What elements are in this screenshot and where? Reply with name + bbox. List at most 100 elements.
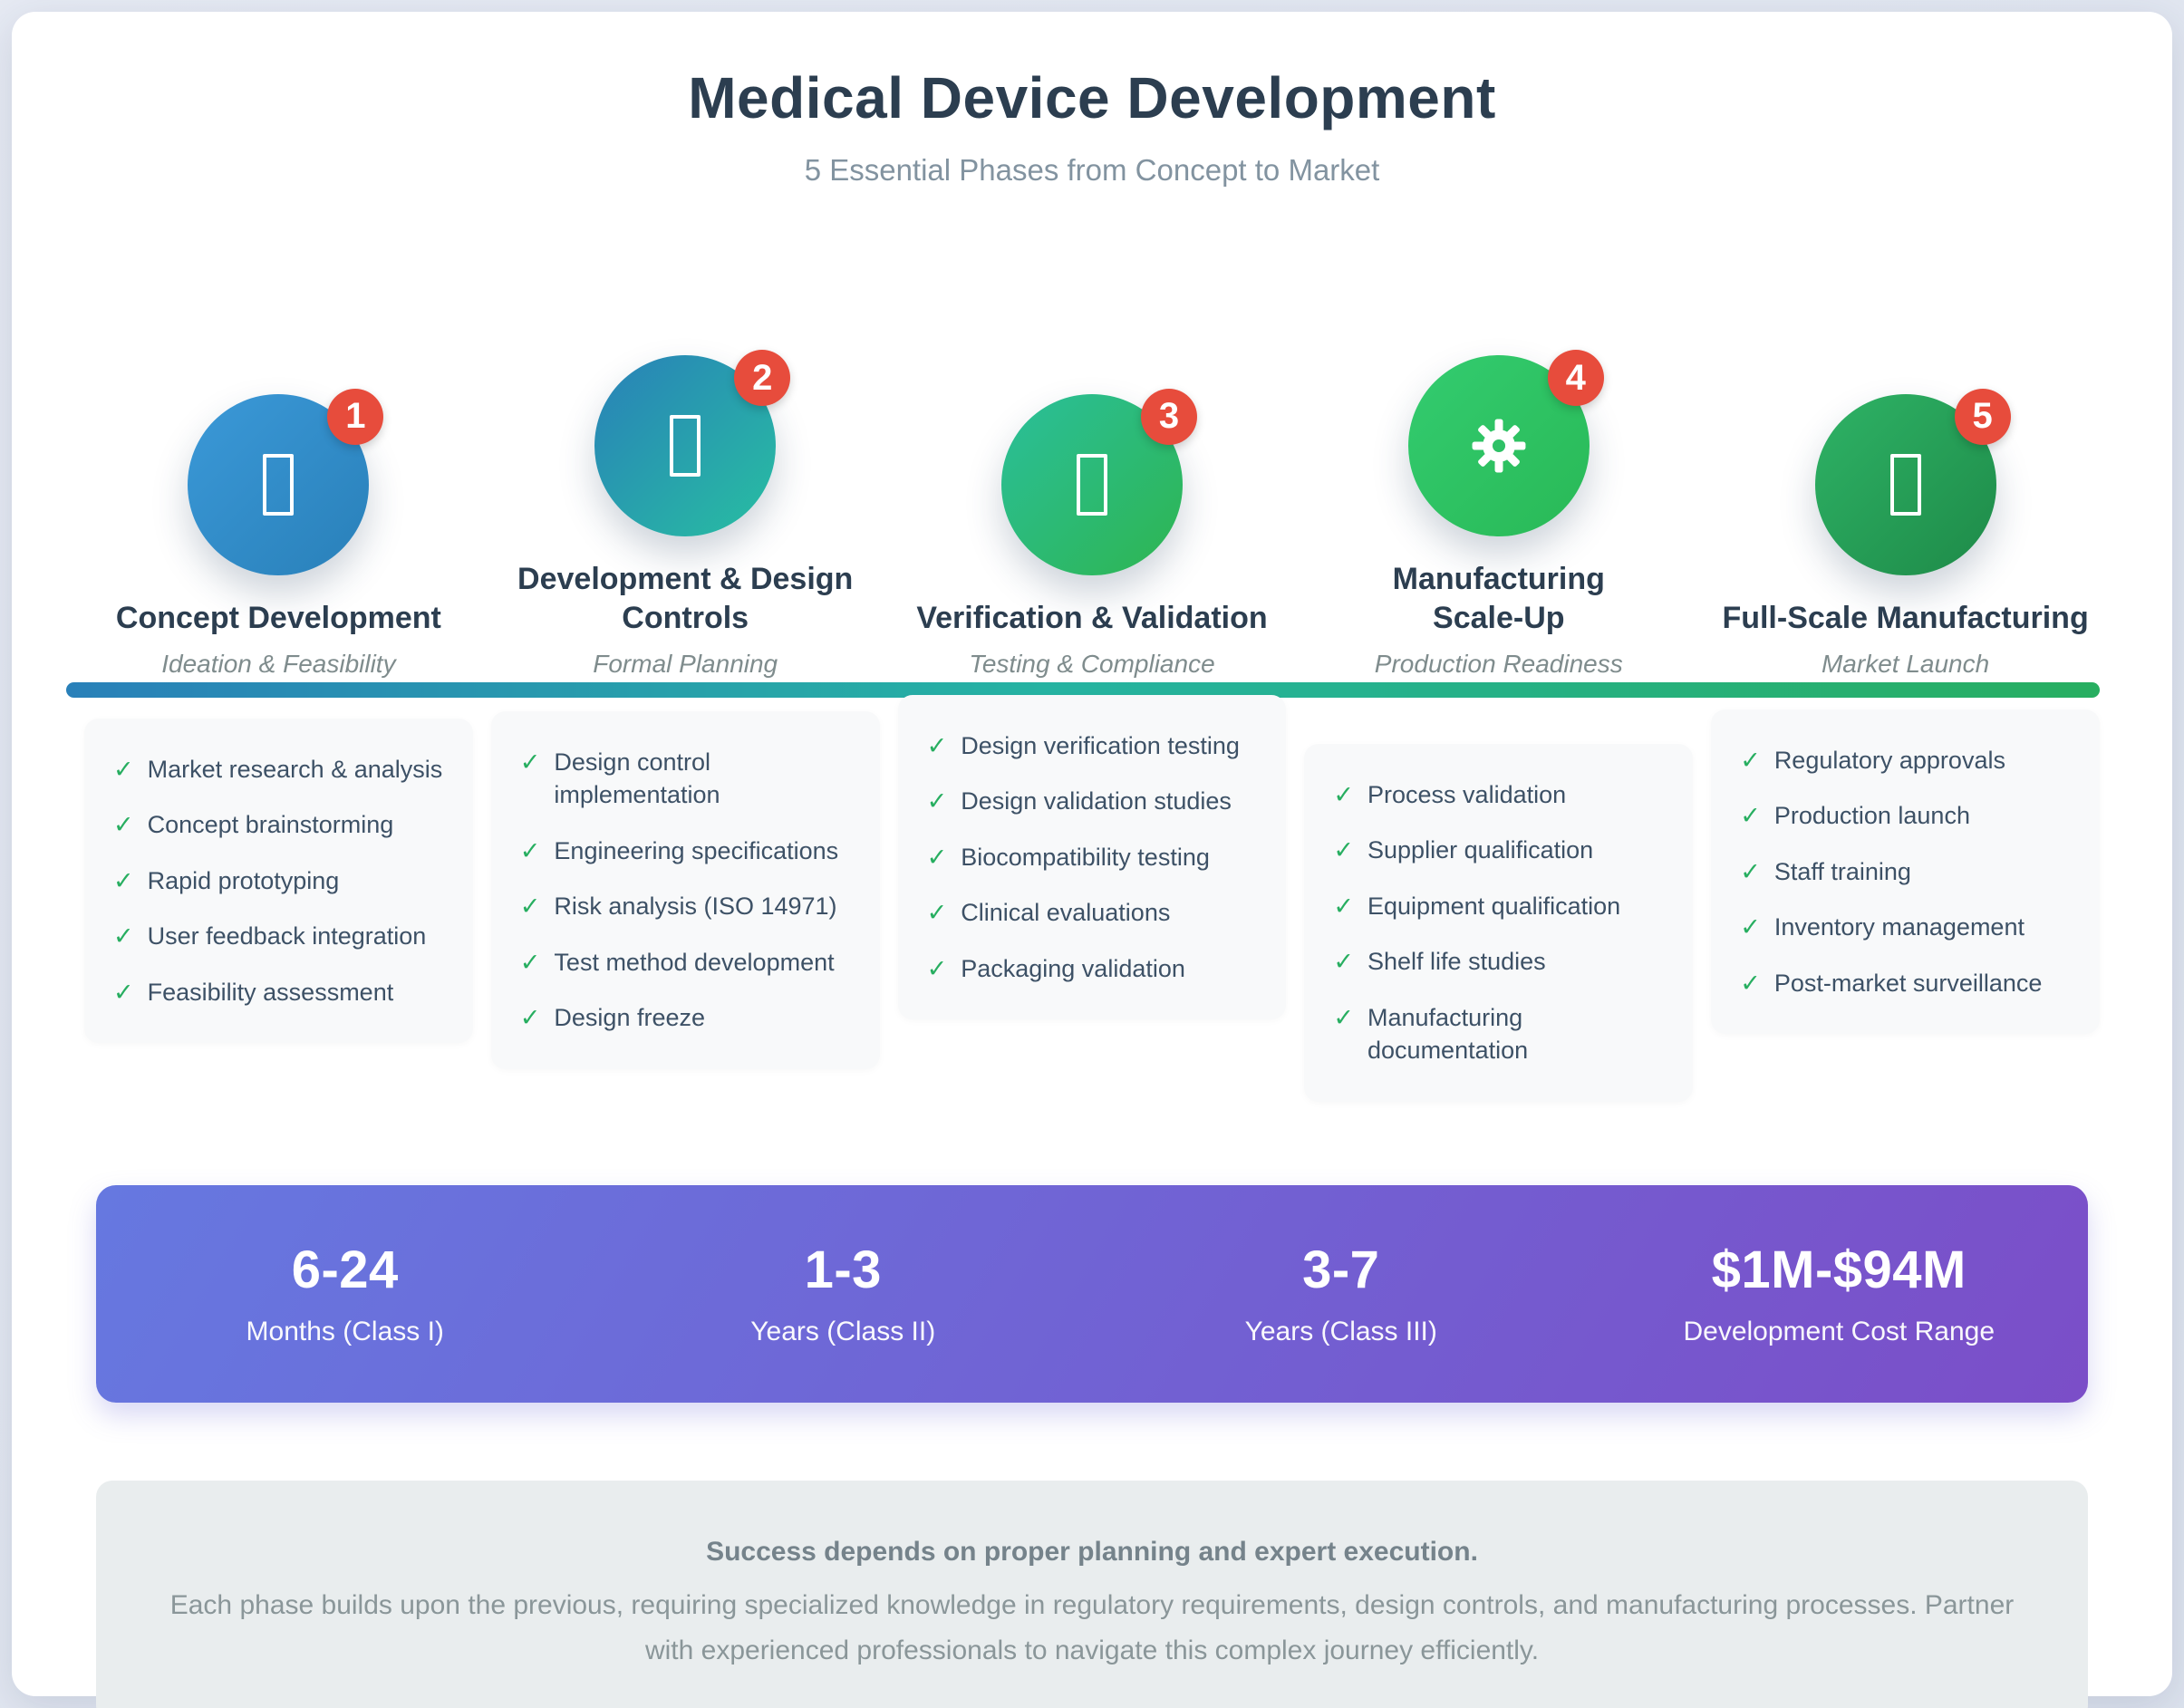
- phase-1-checklist-card: ✓ Market research & analysis ✓ Concept bra…: [84, 719, 473, 1044]
- list-item: ✓ Manufacturing documentation: [1333, 1001, 1664, 1067]
- phase-2-header: 2 Development & Design Controls Formal P…: [491, 322, 880, 693]
- list-item-label: Design freeze: [554, 1004, 706, 1032]
- check-icon: ✓: [519, 836, 541, 864]
- phase-column-1: 1 Concept Development Ideation & Feasibi…: [84, 322, 473, 1102]
- phase-3-number-badge: 3: [1140, 388, 1197, 445]
- list-item: ✓ Design freeze: [520, 1001, 851, 1034]
- phase-1-subtitle: Ideation & Feasibility: [161, 650, 396, 678]
- check-icon: ✓: [1740, 969, 1761, 997]
- list-item: ✓ Design verification testing: [927, 729, 1258, 762]
- check-icon: ✓: [1333, 892, 1355, 920]
- list-item: ✓ Engineering specifications: [520, 835, 851, 867]
- phase-4-number-badge: 4: [1547, 350, 1604, 406]
- list-item-label: Shelf life studies: [1367, 948, 1546, 976]
- stat-value: 3-7: [1302, 1240, 1380, 1300]
- check-icon: ✓: [1740, 857, 1761, 885]
- check-icon: ✓: [519, 948, 541, 976]
- check-icon: ✓: [519, 1004, 541, 1032]
- footer-note: Success depends on proper planning and e…: [96, 1480, 2088, 1708]
- stat-value: 1-3: [804, 1240, 882, 1300]
- phase-5-circle: 5: [1814, 388, 2011, 575]
- list-item-label: Post-market surveillance: [1773, 969, 2043, 997]
- phase-3-circle: 3: [1000, 388, 1197, 575]
- list-item: ✓ Clinical evaluations: [927, 896, 1258, 929]
- page-title: Medical Device Development: [688, 65, 1496, 130]
- phase-column-4: 4 Manufacturing Scale-Up Production Read…: [1304, 322, 1694, 1102]
- phase-3-checklist-card: ✓ Design verification testing ✓ Design val…: [897, 695, 1287, 1020]
- phase-2-subtitle: Formal Planning: [593, 650, 778, 678]
- list-item-label: Process validation: [1367, 781, 1567, 808]
- list-item: ✓ Equipment qualification: [1333, 890, 1664, 922]
- check-icon: ✓: [926, 843, 948, 871]
- list-item-label: Design control implementation: [554, 748, 720, 809]
- stat-label: Years (Class III): [1244, 1317, 1437, 1347]
- list-item-label: Feasibility assessment: [147, 978, 394, 1006]
- list-item: ✓ Staff training: [1740, 855, 2071, 888]
- page-subtitle: 5 Essential Phases from Concept to Marke…: [804, 153, 1380, 187]
- list-item-label: Design verification testing: [961, 732, 1240, 759]
- stat-label: Months (Class I): [246, 1317, 444, 1347]
- list-item-label: Biocompatibility testing: [961, 843, 1210, 871]
- phase-1-header: 1 Concept Development Ideation & Feasibi…: [116, 322, 441, 693]
- phases-row: 1 Concept Development Ideation & Feasibi…: [66, 322, 2100, 1102]
- check-icon: ✓: [926, 954, 948, 982]
- phase-3-subtitle: Testing & Compliance: [969, 650, 1215, 678]
- stat-class3-duration: 3-7 Years (Class III): [1092, 1240, 1590, 1347]
- phase-4-circle: 4: [1407, 350, 1604, 536]
- list-item-label: Staff training: [1773, 857, 1911, 885]
- check-icon: ✓: [113, 866, 134, 894]
- footer-note-heading: Success depends on proper planning and e…: [706, 1536, 1478, 1567]
- phase-5-title: Full-Scale Manufacturing: [1722, 600, 2089, 635]
- phase-3-header: 3 Verification & Validation Testing & Co…: [916, 322, 1268, 693]
- check-icon: ✓: [519, 748, 541, 776]
- list-item-label: Test method development: [554, 948, 835, 976]
- phase-5-number-badge: 5: [1954, 388, 2011, 445]
- gear-icon: [1472, 419, 1526, 473]
- stat-value: 6-24: [291, 1240, 399, 1300]
- list-item: ✓ Process validation: [1333, 778, 1664, 811]
- phase-2-circle: 2: [594, 350, 791, 536]
- list-item-label: Market research & analysis: [147, 756, 443, 783]
- check-icon: ✓: [1333, 948, 1355, 976]
- placeholder-box-icon: [670, 415, 701, 477]
- list-item: ✓ Design control implementation: [520, 746, 851, 812]
- phase-1-circle: 1: [188, 388, 384, 575]
- list-item-label: Equipment qualification: [1367, 892, 1621, 920]
- list-item: ✓ Feasibility assessment: [113, 976, 444, 1008]
- stat-value: $1M-$94M: [1711, 1240, 1967, 1300]
- stat-label: Development Cost Range: [1683, 1317, 1996, 1347]
- check-icon: ✓: [1740, 913, 1761, 941]
- phase-5-checklist-card: ✓ Regulatory approvals ✓ Production launch…: [1711, 709, 2100, 1035]
- stat-class1-duration: 6-24 Months (Class I): [96, 1240, 594, 1347]
- check-icon: ✓: [113, 811, 134, 839]
- check-icon: ✓: [1740, 747, 1761, 774]
- check-icon: ✓: [113, 922, 134, 950]
- phase-column-2: 2 Development & Design Controls Formal P…: [490, 322, 880, 1102]
- list-item-label: Engineering specifications: [554, 836, 839, 864]
- list-item: ✓ Test method development: [520, 946, 851, 979]
- list-item: ✓ Packaging validation: [927, 952, 1258, 985]
- phase-2-checklist-card: ✓ Design control implementation ✓ Engineer…: [490, 711, 880, 1069]
- list-item-label: Manufacturing documentation: [1367, 1003, 1529, 1065]
- placeholder-box-icon: [263, 453, 295, 516]
- list-item: ✓ Production launch: [1740, 799, 2071, 832]
- phase-1-number-badge: 1: [327, 388, 384, 445]
- list-item: ✓ Regulatory approvals: [1740, 744, 2071, 777]
- placeholder-box-icon: [1076, 453, 1107, 516]
- list-item: ✓ Post-market surveillance: [1740, 967, 2071, 999]
- phase-5-subtitle: Market Launch: [1821, 650, 1990, 678]
- list-item-label: Risk analysis (ISO 14971): [554, 893, 837, 921]
- list-item: ✓ Supplier qualification: [1333, 834, 1664, 866]
- list-item-label: Production launch: [1773, 802, 1970, 830]
- list-item-label: Clinical evaluations: [961, 899, 1171, 927]
- list-item: ✓ Shelf life studies: [1333, 945, 1664, 978]
- list-item-label: Rapid prototyping: [147, 866, 340, 894]
- list-item-label: Regulatory approvals: [1773, 747, 2005, 774]
- placeholder-box-icon: [1889, 453, 1921, 516]
- stat-class2-duration: 1-3 Years (Class II): [594, 1240, 1093, 1347]
- phase-4-checklist-card: ✓ Process validation ✓ Supplier qualificat…: [1304, 744, 1694, 1102]
- phase-2-title: Development & Design Controls: [517, 562, 854, 635]
- check-icon: ✓: [926, 732, 948, 759]
- phase-column-5: 5 Full-Scale Manufacturing Market Launch…: [1711, 322, 2100, 1102]
- list-item-label: Design validation studies: [961, 787, 1232, 815]
